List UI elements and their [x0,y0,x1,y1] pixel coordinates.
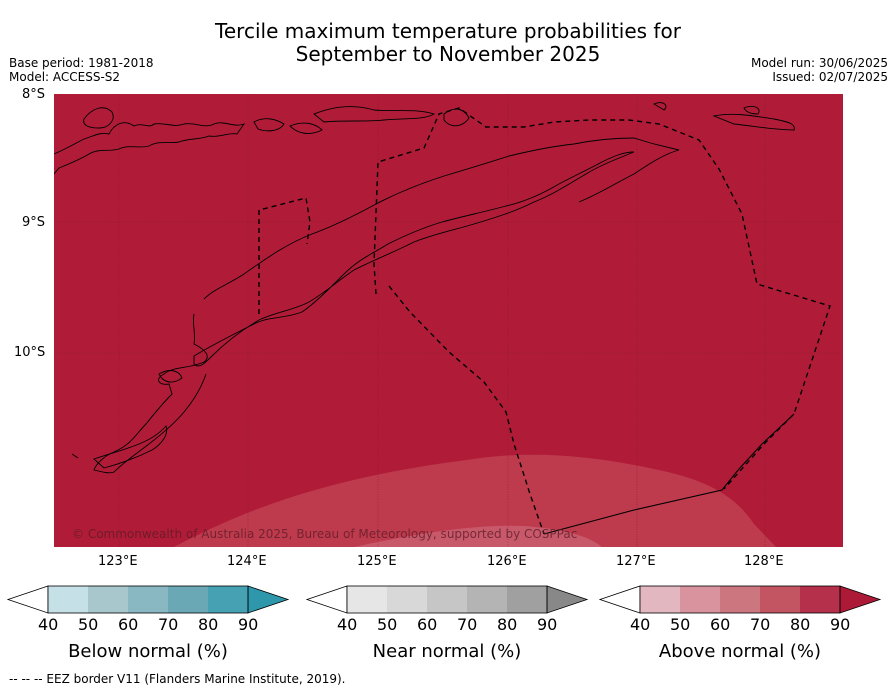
lon-label-126e: 126°E [487,554,527,569]
colorbar-above-normal-low-extend [598,585,641,614]
lon-label-125e: 125°E [357,554,397,569]
colorbar-below-normal-tick: 60 [118,615,139,634]
colorbars [6,585,882,614]
coast-island-a [83,107,114,129]
colorbar-above-normal-swatch [720,586,760,613]
model-run: Model run: 30/06/2025 [750,56,888,70]
graticule [54,94,843,547]
colorbar-near-normal-swatch [467,586,507,613]
colorbar-below-normal-low-extend [6,585,49,614]
eez-south [388,285,545,535]
colorbar-above-normal-tick: 50 [670,615,691,634]
probability-map [54,94,843,547]
coast-north-islands [54,122,246,175]
coast-rote [93,425,168,469]
label-above-normal: Above normal (%) [658,641,822,662]
colorbar-below-normal-high-extend [247,585,290,614]
lat-label-8s: 8°S [22,87,46,102]
colorbar-below-normal-tick: 90 [238,615,259,634]
eez-footnote: -- -- -- EEZ border V11 (Flanders Marine… [9,672,346,686]
colorbar-above-normal-swatch [640,586,680,613]
colorbar-above-normal-swatch [760,586,800,613]
title-line-1: Tercile maximum temperature probabilitie… [215,19,681,43]
lon-label-127e: 127°E [616,554,656,569]
eez-borders [258,107,831,535]
colorbar-near-normal-swatch [427,586,467,613]
colorbar-near-normal-tick: 90 [537,615,558,634]
meta-left: Base period: 1981-2018 Model: ACCESS-S2 [9,56,154,84]
lon-label-128e: 128°E [744,554,784,569]
colorbar-above-normal-tick: 60 [710,615,731,634]
lon-label-123e: 123°E [98,554,138,569]
label-below-normal: Below normal (%) [68,641,228,662]
map-title: Tercile maximum temperature probabilitie… [0,20,896,66]
colorbar-above-normal-tick: 80 [790,615,811,634]
copyright-notice: © Commonwealth of Australia 2025, Bureau… [72,527,578,541]
coastlines [54,102,795,474]
colorbar-near-normal-tick: 80 [497,615,518,634]
colorbar-near-normal-tick: 70 [457,615,478,634]
label-near-normal: Near normal (%) [372,641,522,662]
colorbar-below-normal-swatch [88,586,128,613]
colorbar-below-normal-swatch [128,586,168,613]
colorbar-near-normal-swatch [507,586,547,613]
map-fill-70-80 [354,525,602,547]
colorbar-below-normal [6,585,290,614]
colorbar-near-normal-high-extend [546,585,589,614]
coast-island-b [253,118,285,132]
coast-kisar [712,113,795,131]
boundary-line [543,413,795,535]
coast-kisar-2 [743,105,760,115]
coast-atauro [443,108,470,127]
boundary-solid [543,413,795,535]
coast-island-d [313,106,436,123]
colorbar-above-normal-outline [639,585,841,614]
meta-right: Model run: 30/06/2025 Issued: 02/07/2025 [751,56,888,84]
coast-wetar-east [652,102,667,111]
colorbar-near-normal-tick: 50 [377,615,398,634]
lon-label-124e: 124°E [227,554,267,569]
coast-timor-west [93,313,208,474]
model-name: Model: ACCESS-S2 [9,70,121,84]
lat-label-9s: 9°S [22,215,46,230]
lat-label-10s: 10°S [14,345,46,360]
coast-island-c [289,122,323,134]
coast-timor-north [203,137,680,300]
colorbar-near-normal [305,585,589,614]
colorbar-near-normal-tick: 60 [417,615,438,634]
issued-date: Issued: 02/07/2025 [772,70,888,84]
colorbar-near-normal-outline [346,585,548,614]
colorbar-above-normal-swatch [800,586,840,613]
colorbar-below-normal-tick: 50 [78,615,99,634]
colorbar-below-normal-swatch [168,586,208,613]
colorbar-below-normal-tick: 40 [38,615,59,634]
colorbar-above-normal-tick: 70 [750,615,771,634]
map-fill-80-90 [174,454,776,547]
title-line-2: September to November 2025 [295,42,601,66]
coast-semau [158,370,183,383]
colorbar-above-normal-tick: 90 [830,615,851,634]
colorbar-below-normal-tick: 70 [158,615,179,634]
colorbar-above-normal-high-extend [839,585,882,614]
colorbar-above-normal-swatch [680,586,720,613]
base-period: Base period: 1981-2018 [9,56,154,70]
colorbar-above-normal [598,585,882,614]
colorbar-above-normal-tick: 40 [630,615,651,634]
colorbar-near-normal-swatch [347,586,387,613]
coast-rote-2 [71,453,79,459]
colorbar-near-normal-swatch [387,586,427,613]
colorbar-below-normal-tick: 80 [198,615,219,634]
colorbar-near-normal-low-extend [305,585,348,614]
eez-oecusse [258,197,311,314]
colorbar-below-normal-swatch [48,586,88,613]
coast-timor [193,151,635,367]
colorbar-below-normal-swatch [208,586,248,613]
colorbar-below-normal-outline [47,585,249,614]
colorbar-near-normal-tick: 40 [337,615,358,634]
